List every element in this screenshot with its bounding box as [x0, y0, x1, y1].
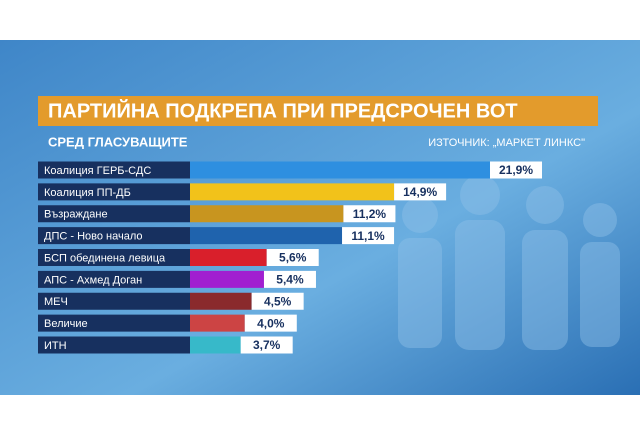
- value-label: 11,1%: [351, 229, 385, 243]
- value-label: 4,5%: [264, 294, 292, 308]
- label-box: [38, 249, 190, 266]
- category-label: ИТН: [44, 340, 67, 352]
- label-box: [38, 161, 190, 179]
- category-label: Възраждане: [44, 209, 108, 221]
- bar: [190, 314, 245, 332]
- label-box: [38, 227, 190, 245]
- label-box: [38, 336, 190, 354]
- value-label: 4,0%: [257, 316, 285, 330]
- bar: [190, 205, 344, 223]
- value-label: 5,4%: [276, 273, 304, 287]
- value-box: [490, 161, 542, 179]
- bar: [190, 336, 241, 354]
- value-box: [251, 292, 304, 310]
- value-box: [343, 205, 396, 223]
- value-box: [263, 270, 316, 288]
- subtitle: СРЕД ГЛАСУВАЩИТЕ: [48, 134, 188, 149]
- label-box: [38, 205, 190, 223]
- category-label: БСП обединена левица: [44, 252, 166, 264]
- value-label: 5,6%: [279, 251, 307, 265]
- label-box: [38, 270, 190, 288]
- label-box: [38, 292, 190, 310]
- bar: [190, 227, 343, 245]
- value-box: [394, 183, 447, 201]
- source: ИЗТОЧНИК: „МАРКЕТ ЛИНКС": [428, 137, 585, 149]
- category-label: АПС - Ахмед Доган: [44, 274, 142, 286]
- bar: [190, 249, 267, 266]
- category-label: ДПС - Ново начало: [44, 231, 143, 243]
- people-decoration: [398, 175, 620, 350]
- label-box: [38, 183, 190, 201]
- chart-title: ПАРТИЙНА ПОДКРЕПА ПРИ ПРЕДСРОЧЕН ВОТ: [48, 98, 518, 122]
- value-box: [240, 336, 293, 354]
- value-label: 21,9%: [499, 163, 533, 177]
- value-box: [342, 227, 395, 245]
- value-box: [266, 249, 319, 266]
- bar: [190, 161, 490, 179]
- value-label: 3,7%: [253, 338, 281, 352]
- category-label: Величие: [44, 318, 88, 330]
- bar: [190, 292, 252, 310]
- bar: [190, 270, 264, 288]
- value-label: 11,2%: [353, 207, 387, 221]
- category-label: МЕЧ: [44, 296, 68, 308]
- category-label: Коалиция ГЕРБ-СДС: [44, 165, 151, 177]
- value-box: [244, 314, 297, 332]
- value-label: 14,9%: [403, 185, 437, 199]
- category-label: Коалиция ПП-ДБ: [44, 187, 131, 199]
- label-box: [38, 314, 190, 332]
- bar: [190, 183, 395, 201]
- title-band: [38, 96, 598, 126]
